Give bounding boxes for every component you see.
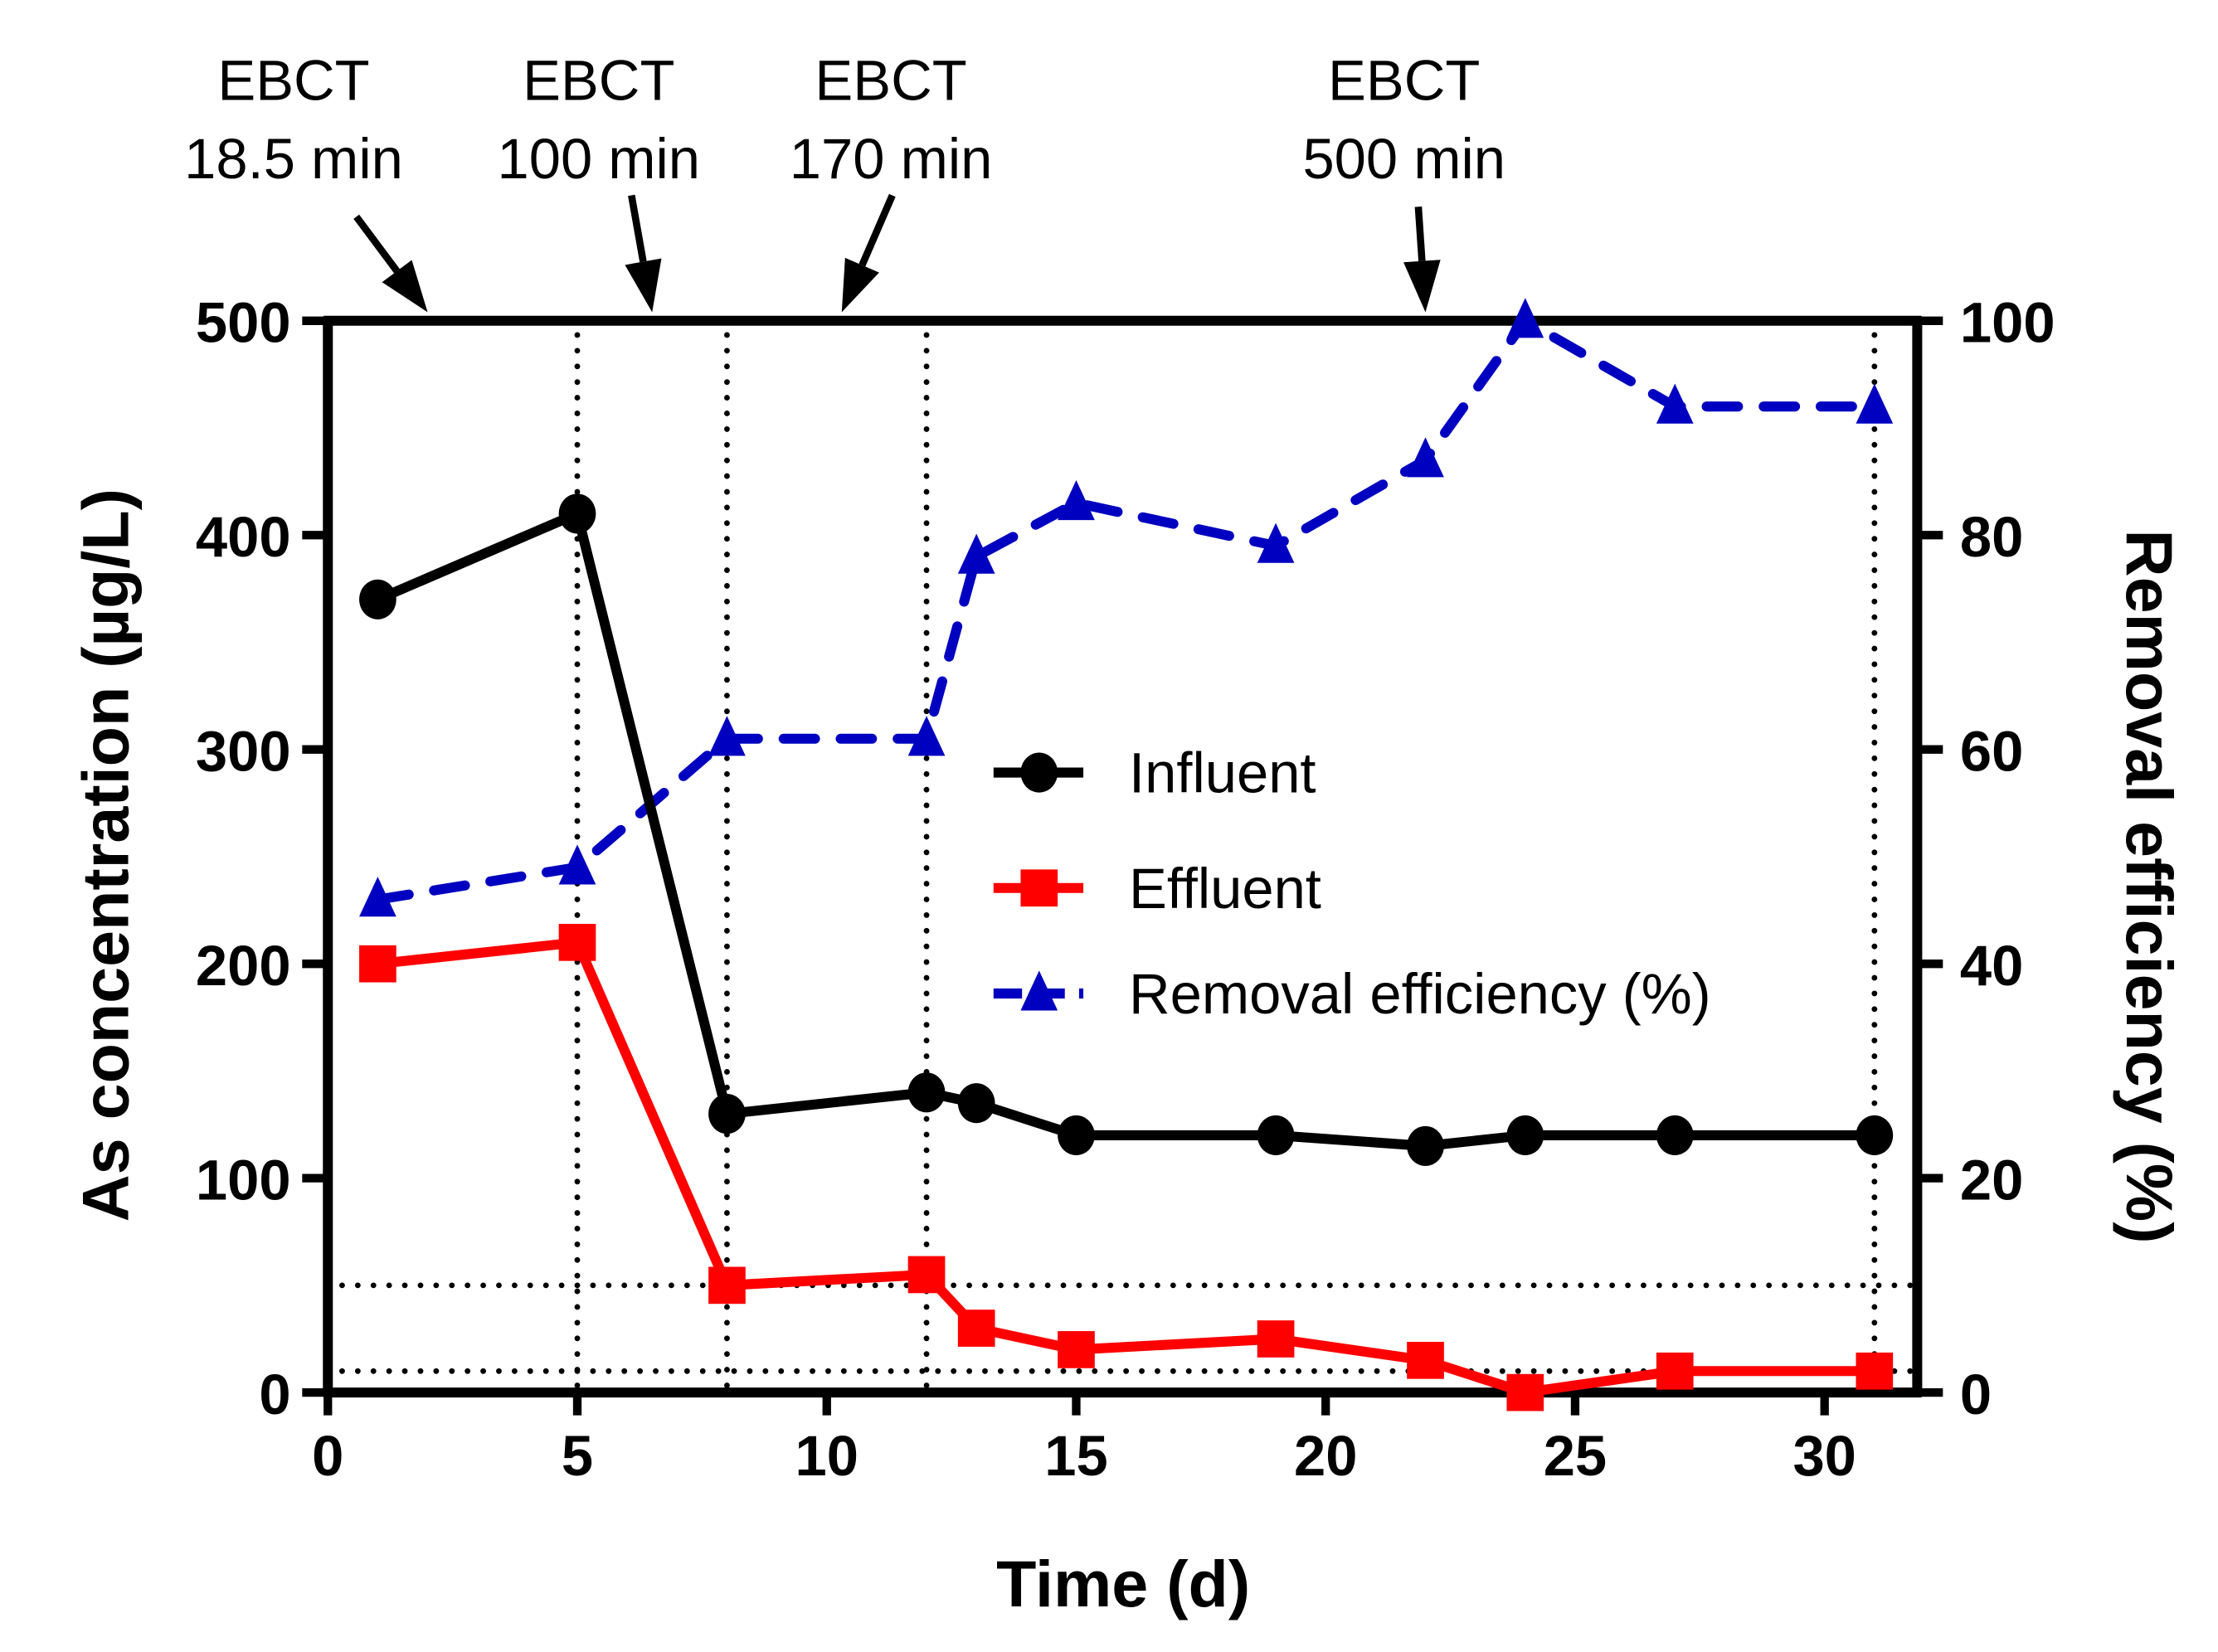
annotations: EBCT 18.5 min EBCT 100 min EBCT 170 min EBCT 50… — [184, 48, 1505, 313]
annotation-line2: 170 min — [790, 127, 993, 191]
square-marker — [957, 1309, 995, 1347]
square-marker — [359, 945, 396, 983]
square-marker — [1506, 1373, 1544, 1411]
legend-label: Influent — [1129, 741, 1316, 805]
y-tick-label: 200 — [196, 934, 291, 998]
triangle-marker — [957, 533, 995, 574]
series-effluent — [359, 923, 1894, 1411]
circle-marker — [1257, 1115, 1295, 1156]
legend-label: Removal efficiency (%) — [1129, 962, 1711, 1026]
triangle-marker — [1407, 437, 1444, 478]
x-tick-label: 25 — [1544, 1424, 1607, 1488]
arrow-head-icon — [1403, 260, 1441, 313]
y2-tick-label: 80 — [1960, 505, 2023, 569]
circle-marker — [1407, 1125, 1444, 1166]
arrow-shaft — [1414, 206, 1426, 262]
series-layer — [359, 298, 1894, 1411]
y-axis-label: As concentration (µg/L) — [69, 488, 143, 1222]
triangle-marker — [708, 716, 746, 756]
annotation-line2: 500 min — [1302, 127, 1505, 191]
arrow-shaft — [628, 194, 647, 263]
square-marker — [1257, 1320, 1295, 1358]
triangle-marker — [1020, 970, 1058, 1011]
annotation-line2: 100 min — [498, 127, 701, 191]
square-marker — [708, 1266, 746, 1305]
y2-tick-label: 100 — [1960, 291, 2055, 355]
x-axis-label: Time (d) — [996, 1547, 1250, 1620]
annotation-line1: EBCT — [217, 48, 369, 112]
x-tick-label: 15 — [1044, 1424, 1107, 1488]
circle-marker — [708, 1094, 746, 1135]
ebct-annotation: EBCT 500 min — [1302, 48, 1505, 313]
legend-label: Effluent — [1129, 857, 1321, 921]
legend: Influent Effluent Removal efficiency (%) — [993, 741, 1711, 1026]
ebct-annotation: EBCT 18.5 min — [184, 48, 428, 313]
circle-marker — [1020, 752, 1058, 793]
x-tick-label: 10 — [795, 1424, 859, 1488]
arrow-head-icon — [625, 258, 662, 313]
legend-item: Influent — [993, 741, 1316, 805]
annotation-line1: EBCT — [523, 48, 674, 112]
y2-tick-label: 60 — [1960, 719, 2023, 783]
circle-marker — [359, 579, 396, 620]
y2-tick-label: 20 — [1960, 1148, 2023, 1212]
y-tick-label: 300 — [196, 719, 291, 783]
ebct-annotation: EBCT 170 min — [790, 48, 993, 313]
triangle-marker — [1506, 298, 1544, 338]
triangle-marker — [1656, 383, 1694, 424]
legend-item: Removal efficiency (%) — [993, 962, 1711, 1026]
series-line — [372, 315, 1880, 905]
triangle-marker — [359, 877, 396, 917]
triangle-marker — [1257, 522, 1295, 563]
y-tick-label: 0 — [259, 1363, 290, 1426]
circle-marker — [558, 493, 596, 534]
square-marker — [1058, 1331, 1095, 1368]
series-influent — [359, 493, 1894, 1166]
square-marker — [558, 923, 596, 961]
x-tick-label: 20 — [1294, 1424, 1357, 1488]
square-marker — [907, 1256, 946, 1294]
series-line — [376, 508, 1875, 1151]
y2-tick-label: 40 — [1960, 934, 2023, 998]
annotation-line1: EBCT — [1328, 48, 1480, 112]
x-tick-label: 30 — [1792, 1424, 1856, 1488]
square-marker — [1656, 1352, 1694, 1390]
y-tick-label: 400 — [196, 505, 291, 569]
square-marker — [1407, 1341, 1444, 1379]
arrow-head-icon — [382, 260, 428, 313]
x-tick-label: 0 — [312, 1424, 343, 1488]
square-marker — [1856, 1352, 1894, 1390]
triangle-marker — [1856, 383, 1894, 424]
y-tick-label: 100 — [196, 1148, 291, 1212]
x-tick-label: 5 — [562, 1424, 593, 1488]
series-removal-efficiency — [359, 298, 1894, 917]
triangle-marker — [1058, 479, 1095, 521]
circle-marker — [1856, 1115, 1894, 1156]
y2-tick-label: 0 — [1960, 1363, 1992, 1426]
arrow-head-icon — [841, 257, 879, 313]
triangle-marker — [907, 716, 946, 756]
circle-marker — [907, 1072, 946, 1113]
arrow-shaft — [859, 193, 896, 267]
square-marker — [1020, 869, 1058, 907]
circle-marker — [1656, 1115, 1694, 1156]
legend-item: Effluent — [993, 857, 1321, 921]
y2-axis-label: Removal efficiency (%) — [2113, 530, 2186, 1244]
triangle-marker — [558, 844, 596, 885]
annotation-line1: EBCT — [815, 48, 966, 112]
y-tick-label: 500 — [196, 291, 291, 355]
circle-marker — [1506, 1115, 1544, 1156]
circle-marker — [1058, 1115, 1095, 1156]
arrow-shaft — [353, 214, 400, 274]
ebct-annotation: EBCT 100 min — [498, 48, 701, 313]
annotation-line2: 18.5 min — [184, 127, 403, 191]
circle-marker — [957, 1083, 995, 1124]
